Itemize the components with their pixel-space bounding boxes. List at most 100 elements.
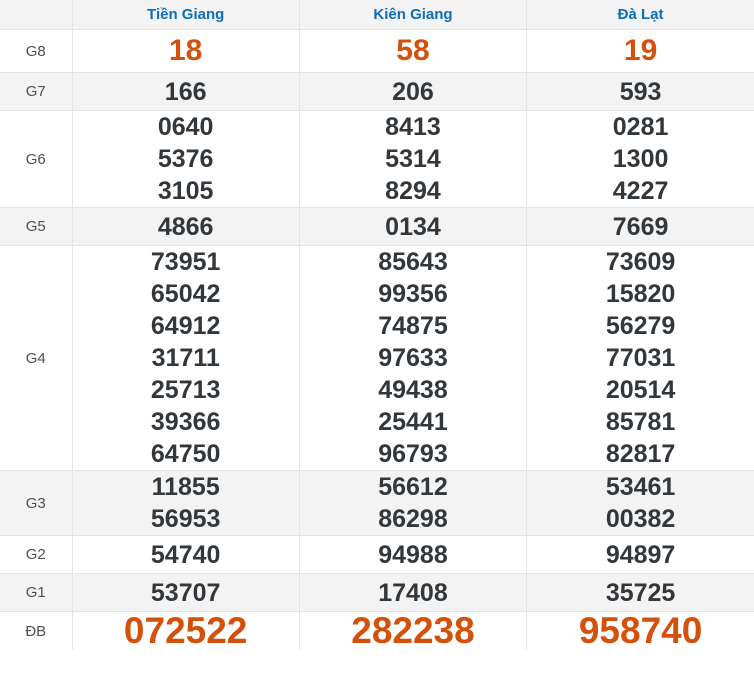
prize-number: 53461: [605, 473, 676, 501]
prize-number: 94988: [378, 540, 448, 569]
prize-number: 15820: [605, 280, 676, 308]
prize-number: 82817: [605, 440, 676, 468]
prize-number: 54740: [150, 540, 221, 569]
prize-number: 56612: [378, 473, 448, 501]
prize-number: 25441: [378, 408, 448, 436]
prize-number: 072522: [123, 610, 248, 651]
prize-label-g6: G6: [0, 110, 73, 208]
prize-row-g8: G8 18 58 19: [0, 29, 754, 73]
result-cell-g7-tien-giang: 166: [71, 72, 300, 111]
prize-label-g7: G7: [0, 72, 73, 111]
result-cell-g6-tien-giang: 0640 5376 3105: [71, 110, 300, 208]
prize-row-g6: G6 0640 5376 3105 8413 5314 8294 0281 1300 4227: [0, 110, 754, 208]
results-body: G8 18 58 19 G7 166 206 593 G6 0640 5376 3105 8413 531…: [0, 29, 754, 651]
result-cell-g2-kien-giang: 94988: [298, 535, 528, 574]
province-header-tien-giang[interactable]: Tiền Giang: [71, 0, 300, 30]
prize-number: 31711: [151, 344, 220, 372]
prize-number: 4866: [157, 212, 214, 241]
prize-number: 5376: [157, 145, 214, 173]
prize-number: 73609: [605, 248, 676, 276]
prize-number: 85643: [378, 248, 448, 276]
prize-number: 8413: [385, 113, 441, 141]
prize-number: 53707: [150, 578, 221, 607]
result-cell-g4-da-lat: 73609 15820 56279 77031 20514 85781 82817: [526, 245, 754, 471]
prize-label-g1: G1: [0, 573, 73, 612]
prize-number: 64750: [150, 440, 221, 468]
prize-number: 593: [619, 77, 662, 106]
prize-number: 206: [392, 77, 434, 106]
result-cell-g8-da-lat: 19: [526, 29, 754, 73]
prize-label-db: ĐB: [0, 611, 73, 650]
prize-number: 8294: [385, 177, 441, 205]
result-cell-g5-kien-giang: 0134: [298, 207, 528, 246]
result-cell-g8-tien-giang: 18: [71, 29, 300, 73]
prize-label-g2: G2: [0, 535, 73, 574]
prize-row-db: ĐB 072522 282238 958740: [0, 610, 754, 651]
prize-number: 35725: [605, 578, 676, 607]
result-cell-g2-da-lat: 94897: [526, 535, 754, 574]
prize-number: 94897: [605, 540, 676, 569]
prize-number: 0281: [612, 113, 669, 141]
prize-number: 19: [623, 34, 658, 67]
result-cell-g2-tien-giang: 54740: [71, 535, 300, 574]
result-cell-g3-da-lat: 53461 00382: [526, 470, 754, 536]
result-cell-g6-kien-giang: 8413 5314 8294: [298, 110, 528, 208]
prize-number: 17408: [378, 578, 448, 607]
result-cell-db-da-lat: 958740: [526, 610, 754, 651]
province-header-da-lat[interactable]: Đà Lạt: [526, 0, 754, 30]
prize-row-g7: G7 166 206 593: [0, 72, 754, 111]
prize-number: 00382: [605, 505, 676, 533]
prize-label-g4: G4: [0, 245, 73, 471]
lottery-results-table: Tiền Giang Kiên Giang Đà Lạt G8 18 58 19 G7 1…: [0, 0, 754, 650]
prize-number: 958740: [578, 610, 703, 651]
result-cell-g6-da-lat: 0281 1300 4227: [526, 110, 754, 208]
prize-number: 65042: [150, 280, 221, 308]
prize-number: 56279: [605, 312, 676, 340]
result-cell-g4-tien-giang: 73951 65042 64912 31711 25713 39366 64750: [71, 245, 300, 471]
result-cell-g5-tien-giang: 4866: [71, 207, 300, 246]
prize-number: 3105: [157, 177, 214, 205]
result-cell-g7-kien-giang: 206: [298, 72, 528, 111]
result-cell-g4-kien-giang: 85643 99356 74875 97633 49438 25441 96793: [298, 245, 528, 471]
province-header-kien-giang[interactable]: Kiên Giang: [298, 0, 528, 30]
result-cell-db-kien-giang: 282238: [298, 610, 528, 651]
result-cell-g1-kien-giang: 17408: [298, 573, 528, 612]
prize-number: 97633: [378, 344, 448, 372]
prize-number: 166: [164, 77, 207, 106]
prize-number: 56953: [150, 505, 221, 533]
prize-number: 96793: [378, 440, 448, 468]
prize-number: 4227: [612, 177, 669, 205]
prize-number: 0640: [157, 113, 214, 141]
prize-number: 282238: [351, 610, 475, 651]
result-cell-db-tien-giang: 072522: [71, 610, 300, 651]
prize-number: 7669: [612, 212, 669, 241]
prize-number: 39366: [150, 408, 221, 436]
prize-row-g3: G3 11855 56953 56612 86298 53461 00382: [0, 470, 754, 536]
prize-number: 25713: [150, 376, 221, 404]
prize-label-g3: G3: [0, 470, 73, 536]
prize-number: 11855: [151, 473, 220, 501]
prize-number: 0134: [385, 212, 441, 241]
result-cell-g5-da-lat: 7669: [526, 207, 754, 246]
prize-number: 18: [168, 34, 203, 67]
prize-number: 58: [396, 34, 430, 67]
prize-row-g2: G2 54740 94988 94897: [0, 535, 754, 574]
prize-number: 77031: [605, 344, 676, 372]
prize-label-g8: G8: [0, 29, 73, 73]
prize-row-g4: G4 73951 65042 64912 31711 25713 39366 64750 856…: [0, 245, 754, 471]
result-cell-g7-da-lat: 593: [526, 72, 754, 111]
prize-number: 20514: [605, 376, 676, 404]
result-cell-g8-kien-giang: 58: [298, 29, 528, 73]
result-cell-g1-da-lat: 35725: [526, 573, 754, 612]
prize-number: 85781: [605, 408, 676, 436]
prize-number: 1300: [612, 145, 669, 173]
prize-number: 64912: [150, 312, 221, 340]
prize-number: 99356: [378, 280, 448, 308]
prize-number: 74875: [378, 312, 448, 340]
corner-cell: [0, 0, 73, 30]
prize-number: 5314: [385, 145, 441, 173]
header-row: Tiền Giang Kiên Giang Đà Lạt: [0, 0, 754, 30]
prize-number: 49438: [378, 376, 448, 404]
result-cell-g1-tien-giang: 53707: [71, 573, 300, 612]
prize-label-g5: G5: [0, 207, 73, 246]
